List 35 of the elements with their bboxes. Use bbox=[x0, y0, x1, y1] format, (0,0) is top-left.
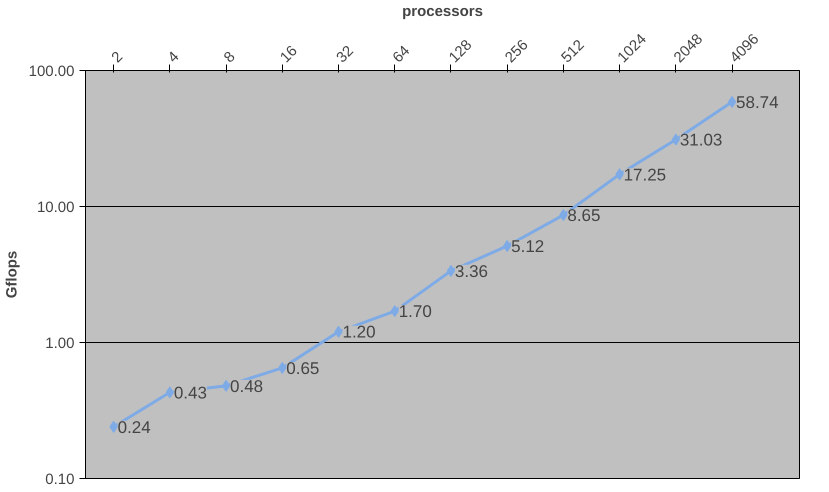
x-tick-label: 512 bbox=[558, 36, 588, 66]
point bbox=[222, 380, 230, 392]
data-label: 31.03 bbox=[680, 130, 722, 150]
x-tick-label: 8 bbox=[220, 48, 239, 66]
data-label: 58.74 bbox=[736, 92, 779, 112]
x-tick-label: 4 bbox=[164, 48, 182, 66]
data-label: 0.65 bbox=[286, 358, 320, 378]
x-tick-label: 16 bbox=[276, 42, 301, 66]
point bbox=[502, 240, 512, 252]
point bbox=[615, 168, 624, 180]
data-label: 5.12 bbox=[511, 237, 544, 256]
y-tick-label: 100.00 bbox=[28, 63, 75, 80]
data-label: 8.65 bbox=[567, 206, 600, 226]
data-label: 0.43 bbox=[174, 383, 207, 402]
data-label: 0.24 bbox=[118, 418, 151, 437]
point bbox=[559, 209, 568, 222]
y-tick-label: 10.00 bbox=[36, 199, 75, 216]
y-axis-title: Gflops bbox=[4, 250, 21, 298]
x-tick-label: 128 bbox=[446, 36, 476, 66]
data-label: 17.25 bbox=[624, 165, 666, 184]
point bbox=[446, 264, 456, 277]
y-tick-label: 0.10 bbox=[45, 471, 75, 488]
x-tick-label: 64 bbox=[389, 42, 414, 66]
point bbox=[334, 326, 343, 338]
data-label: 0.48 bbox=[230, 376, 264, 396]
point bbox=[728, 96, 736, 108]
x-tick-label: 2 bbox=[108, 48, 126, 66]
x-axis-title: processors bbox=[402, 3, 483, 20]
data-label: 1.70 bbox=[398, 302, 432, 322]
x-tick-label: 256 bbox=[502, 36, 532, 66]
x-tick-label: 32 bbox=[333, 42, 358, 66]
point bbox=[109, 420, 118, 433]
data-label: 1.20 bbox=[342, 322, 376, 342]
data-label: 3.36 bbox=[454, 262, 488, 281]
y-tick-label: 1.00 bbox=[45, 335, 75, 352]
